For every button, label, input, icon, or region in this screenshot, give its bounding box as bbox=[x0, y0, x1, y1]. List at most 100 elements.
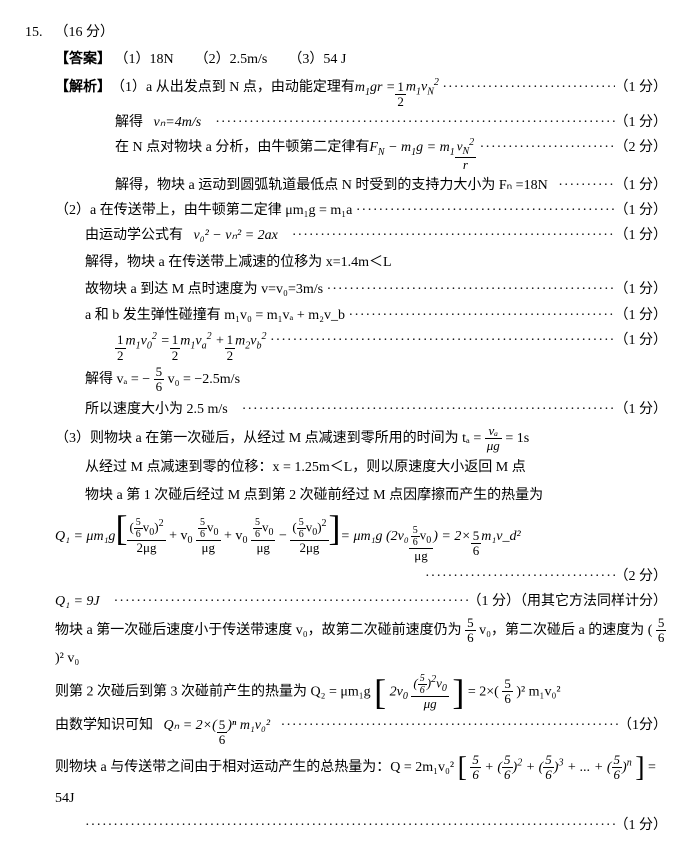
rbracket3: ] bbox=[635, 750, 644, 786]
score-1f: （1 分） bbox=[615, 277, 668, 302]
p2-l4: 故物块 a 到达 M 点时速度为 v=v₀=3m/s （1 分） bbox=[25, 277, 667, 302]
p2-l8t: 所以速度大小为 2.5 m/s bbox=[85, 397, 228, 422]
p3-l10: （1 分） bbox=[25, 813, 667, 838]
p1-l3a: 在 N 点对物块 a 分析，由牛顿第二定律有 bbox=[115, 135, 369, 160]
p2-l6: 12 m1v02 = 12 m1va2 + 12 m2vb2 （1 分） bbox=[25, 328, 667, 363]
dots bbox=[270, 328, 615, 353]
score-1g: （1 分） bbox=[615, 303, 668, 328]
dots bbox=[242, 397, 615, 422]
p3-l9: 则物块 a 与传送带之间由于相对运动产生的总热量为：Q = 2m₁v₀² [ 5… bbox=[25, 750, 667, 811]
p1-l3: 在 N 点对物块 a 分析，由牛顿第二定律有 FN − m1g = m1 vN2… bbox=[25, 135, 667, 173]
p3-l7mid: 2v0 (56)2v0μg bbox=[390, 673, 449, 711]
dots bbox=[327, 277, 615, 302]
score-2: （2 分） bbox=[615, 135, 668, 160]
score-1d: （1 分） bbox=[615, 198, 668, 223]
question-header: 15. （16 分） bbox=[25, 20, 667, 45]
score-2b: （2 分） bbox=[615, 564, 668, 589]
p2-l6c: m2vb2 bbox=[235, 328, 266, 355]
lbracket3: [ bbox=[458, 750, 467, 786]
solution-p1-l1: 【解析】 （1）a 从出发点到 N 点，由动能定理有 m1gr = 12 m1v… bbox=[25, 74, 667, 109]
dots bbox=[558, 173, 614, 198]
p3-l2t: 从经过 M 点减速到零的位移：x = 1.25m＜L，则以原速度大小返回 M 点 bbox=[85, 460, 526, 475]
dots bbox=[349, 303, 615, 328]
answer-3: （3）54 J bbox=[288, 52, 346, 67]
dots bbox=[356, 198, 615, 223]
p1-l2b: vₙ=4m/s bbox=[154, 110, 202, 135]
score-1c: （1 分） bbox=[615, 173, 668, 198]
p2-l8: 所以速度大小为 2.5 m/s （1 分） bbox=[25, 397, 667, 422]
p3-series: 56 + (56)2 + (56)3 + ... + (56)n bbox=[470, 760, 635, 775]
p3-l4tail: m₁v_d² bbox=[481, 519, 520, 555]
p3-l7: 则第 2 次碰后到第 3 次碰前产生的热量为 Q₂ = μm₁g [ 2v0 (… bbox=[25, 673, 667, 711]
p2-l5: a 和 b 发生弹性碰撞有 m₁v₀ = m₁vₐ + m₂v_b （1 分） bbox=[25, 303, 667, 328]
p3-l8a: 由数学知识可知 bbox=[55, 713, 153, 738]
frac-half2: 12 bbox=[115, 333, 126, 363]
p2-l6a: m1v02 = bbox=[126, 328, 170, 355]
p3-l6c: )² v₀ bbox=[55, 651, 79, 666]
answer-2: （2）2.5m/s bbox=[195, 52, 268, 67]
score-1h: （1 分） bbox=[615, 328, 668, 353]
p3-l2: 从经过 M 点减速到零的位移：x = 1.25m＜L，则以原速度大小返回 M 点 bbox=[25, 455, 667, 480]
p3-l4: Q₁ = μm₁g [ (56v0)22μg + v0 56v0μg + v0 … bbox=[25, 510, 667, 564]
p3-l4mid: = μm₁g (2v₀ bbox=[341, 519, 409, 555]
rbracket: ] bbox=[329, 510, 341, 546]
frac-56d: 56 bbox=[465, 616, 476, 646]
score-1e: （1 分） bbox=[615, 223, 668, 248]
p2-l7b: v₀ = −2.5m/s bbox=[168, 372, 240, 387]
p3-l1b: = 1s bbox=[505, 431, 529, 446]
score-k: （1分） bbox=[618, 713, 667, 738]
p1-text: （1）a 从出发点到 N 点，由动能定理有 bbox=[111, 75, 355, 100]
answer-line: 【答案】 （1）18N （2）2.5m/s （3）54 J bbox=[25, 47, 667, 72]
dots bbox=[292, 223, 615, 248]
solution-label: 【解析】 bbox=[55, 75, 111, 100]
lbracket2: [ bbox=[374, 674, 386, 710]
p2-l3: 解得，物块 a 在传送带上减速的位移为 x=1.4m＜L bbox=[25, 250, 667, 275]
score-last: （1 分） bbox=[615, 813, 668, 838]
p2-l5t: a 和 b 发生弹性碰撞有 m₁v₀ = m₁vₐ + m₂v_b bbox=[85, 303, 345, 328]
p2-l2a: 由运动学公式有 bbox=[85, 223, 183, 248]
p1-l2: 解得 vₙ=4m/s （1 分） bbox=[25, 110, 667, 135]
p3-l4-score: （2 分） bbox=[25, 564, 667, 589]
p3-l6: 物块 a 第一次碰后速度小于传送带速度 v₀，故第二次碰前速度仍为 56 v₀，… bbox=[25, 616, 667, 671]
answer-label: 【答案】 bbox=[55, 52, 111, 67]
p1-l4: 解得，物块 a 运动到圆弧轨道最低点 N 时受到的支持力大小为 Fₙ =18N … bbox=[25, 173, 667, 198]
total-score: （16 分） bbox=[55, 20, 115, 45]
p2-l7a: 解得 vₐ = − bbox=[85, 372, 150, 387]
frac-v2r: vN2r bbox=[455, 137, 476, 172]
dots bbox=[442, 75, 614, 100]
p2-l2: 由运动学公式有 v₀² − vₙ² = 2ax （1 分） bbox=[25, 223, 667, 248]
score-1i: （1 分） bbox=[615, 397, 668, 422]
p1-l4a: 解得，物块 a 运动到圆弧轨道最低点 N 时受到的支持力大小为 Fₙ =18N bbox=[115, 173, 548, 198]
p1-l3eq: FN − m1g = m1 bbox=[369, 135, 454, 162]
p3-l8: 由数学知识可知 Qₙ = 2×( 56 )ⁿ m₁v₀² （1分） bbox=[25, 713, 667, 748]
dots bbox=[281, 713, 618, 738]
p3-l7b: = 2×( bbox=[468, 684, 499, 699]
p3-l7a: 则第 2 次碰后到第 3 次碰前产生的热量为 Q₂ = μm₁g bbox=[55, 684, 371, 699]
answer-1: （1）18N bbox=[115, 52, 174, 67]
p2-l2eq: v₀² − vₙ² = 2ax bbox=[194, 223, 278, 248]
frac-56c: 56 bbox=[471, 529, 482, 559]
score-1: （1 分） bbox=[615, 75, 668, 100]
frac-half3: 12 bbox=[170, 333, 181, 363]
frac-56g: 56 bbox=[217, 718, 228, 748]
p3-l5t: Q₁ = 9J bbox=[55, 589, 100, 614]
score-1b: （1 分） bbox=[615, 110, 668, 135]
p3-big1: (56v0)22μg + v0 56v0μg + v0 56v0μg − (56… bbox=[127, 517, 328, 555]
p3-l3: 物块 a 第 1 次碰后经过 M 点到第 2 次碰前经过 M 点因摩擦而产生的热… bbox=[25, 483, 667, 508]
p3-l7c: )² m₁v₀² bbox=[516, 684, 560, 699]
p3-l1a: （3）则物块 a 在第一次碰后，从经过 M 点减速到零所用的时间为 tₐ = bbox=[55, 431, 481, 446]
question-number: 15. bbox=[25, 20, 43, 45]
p2-l7: 解得 vₐ = − 56 v₀ = −2.5m/s bbox=[25, 365, 667, 395]
p1-eq-lhs: m1gr = bbox=[355, 75, 396, 102]
dots bbox=[114, 589, 468, 614]
p3-l4lhs: Q₁ = μm₁g bbox=[55, 519, 115, 555]
score-note: （1 分）（用其它方法同样计分） bbox=[468, 589, 668, 614]
frac-half4: 12 bbox=[225, 333, 236, 363]
rbracket2: ] bbox=[452, 674, 464, 710]
p3-l6b: v₀，第二次碰后 a 的速度为 ( bbox=[479, 623, 652, 638]
dots bbox=[480, 135, 615, 160]
p3-l6a: 物块 a 第一次碰后速度小于传送带速度 v₀，故第二次碰前速度仍为 bbox=[55, 623, 465, 638]
p3-l1: （3）则物块 a 在第一次碰后，从经过 M 点减速到零所用的时间为 tₐ = v… bbox=[25, 424, 667, 454]
frac-56b: 56v0μg bbox=[409, 525, 434, 563]
p2-l4t: 故物块 a 到达 M 点时速度为 v=v₀=3m/s bbox=[85, 277, 323, 302]
